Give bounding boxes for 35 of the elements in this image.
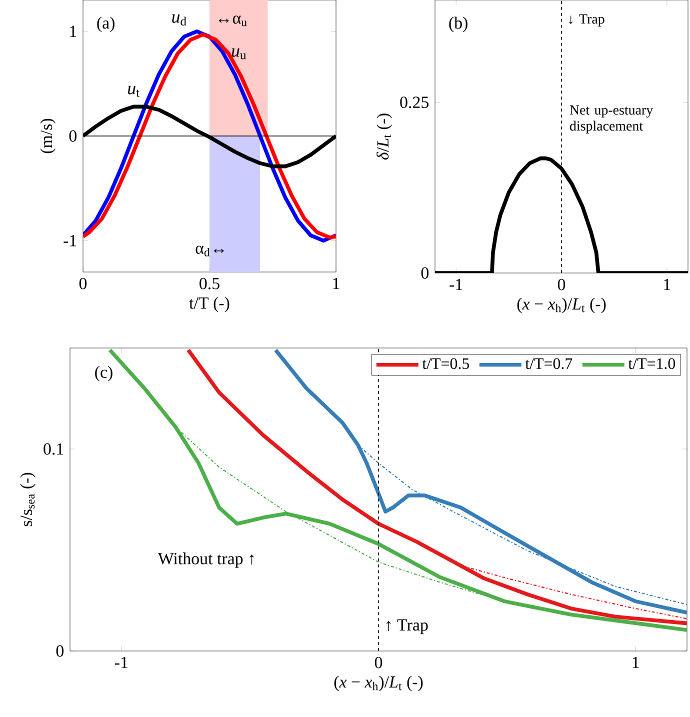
y-tick-label: 0.25 — [400, 96, 429, 108]
series-label: u$_{t}$ — [128, 86, 140, 97]
y-tick-label: 0 — [69, 130, 77, 142]
legend-label: t/T=1.0 — [628, 358, 676, 370]
x-tick-label: 0 — [79, 278, 87, 290]
annotation: ↔α$_{u}$ — [218, 16, 247, 26]
x-tick-label: 0.5 — [200, 278, 220, 290]
annotation: α$_{d}$↔ — [196, 246, 224, 256]
series-label: u$_{u}$ — [232, 48, 246, 60]
text: (b) — [449, 16, 468, 32]
series-label: u$_{d}$ — [172, 14, 186, 26]
x-tick-label: 1 — [664, 278, 670, 290]
text: (x − x$_{h}$)/L$_{t}$ (-) — [517, 298, 606, 314]
text: (c) — [95, 366, 112, 382]
x-tick-label: -1 — [114, 656, 128, 668]
text: (a) — [97, 16, 114, 32]
legend-label: t/T=0.7 — [525, 358, 572, 370]
y-tick-label: -1 — [64, 235, 76, 246]
legend-label: t/T=0.5 — [422, 358, 470, 370]
x-tick-label: 0 — [558, 278, 566, 290]
text: (x − x$_{h}$)/L$_{t}$ (-) — [334, 676, 423, 692]
annotation: Without trap ↑ — [158, 552, 254, 568]
x-tick-label: 1 — [333, 278, 340, 290]
x-axis-title: t/T (-) — [189, 296, 230, 312]
x-tick-label: -1 — [450, 278, 462, 290]
y-tick-label: 1 — [70, 26, 76, 37]
x-tick-label: 1 — [632, 656, 639, 668]
y-axis-title: s/s$_{sea}$ (-) — [20, 472, 36, 526]
annotation: ↑ Trap — [386, 619, 428, 634]
line-series — [274, 348, 688, 615]
x-tick-label: 0 — [374, 656, 382, 668]
annotation: ↓ Trap — [569, 14, 604, 27]
y-axis-title: (m/s) — [40, 118, 56, 154]
y-tick-label: 0.1 — [44, 443, 64, 455]
annotation: Net up-estuary displacement — [570, 105, 654, 134]
